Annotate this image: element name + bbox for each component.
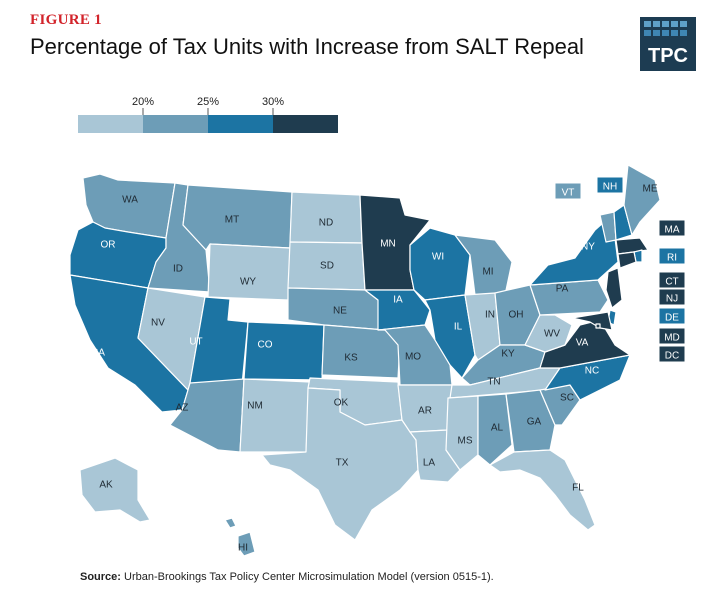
state-label-mi: MI — [482, 267, 493, 278]
state-label-ms: MS — [458, 436, 473, 447]
state-ms — [445, 395, 479, 471]
state-ak — [79, 457, 151, 523]
callout-box-nh — [596, 176, 624, 194]
state-hi — [224, 517, 256, 557]
state-nm — [239, 378, 311, 453]
state-label-wa: WA — [122, 195, 138, 206]
state-label-tn: TN — [487, 377, 500, 388]
state-label-de: DE — [665, 313, 679, 324]
state-wy — [207, 243, 291, 301]
state-label-ca: CA — [91, 348, 105, 359]
state-label-mn: MN — [380, 239, 396, 250]
callout-box-dc — [658, 345, 686, 363]
state-label-la: LA — [423, 458, 436, 469]
state-label-sd: SD — [320, 261, 334, 272]
state-ga — [505, 389, 556, 453]
state-pa — [529, 279, 609, 316]
state-label-il: IL — [454, 322, 463, 333]
state-label-mo: MO — [405, 352, 421, 363]
state-label-nj: NJ — [666, 294, 678, 305]
state-label-ny: NY — [581, 242, 595, 253]
callout-box-nj — [658, 288, 686, 306]
legend-label-0: 20% — [132, 96, 154, 108]
logo-text: TPC — [648, 45, 688, 67]
state-label-mt: MT — [225, 215, 239, 226]
state-fl — [489, 449, 596, 531]
state-md — [571, 311, 613, 331]
legend-label-1: 25% — [197, 96, 219, 108]
callout-box-ma — [658, 219, 686, 237]
state-label-or: OR — [101, 240, 116, 251]
callout-box-ct — [658, 271, 686, 289]
state-al — [477, 393, 513, 466]
state-label-nm: NM — [247, 401, 263, 412]
figure-label: FIGURE 1 — [30, 12, 102, 28]
callout-box-vt — [554, 182, 582, 200]
state-label-in: IN — [485, 310, 495, 321]
state-me — [623, 164, 661, 236]
tpc-logo: TPC — [640, 17, 696, 71]
logo-grid-icon — [644, 21, 687, 36]
state-label-co: CO — [258, 340, 273, 351]
state-label-ne: NE — [333, 306, 347, 317]
state-label-md: MD — [664, 333, 680, 344]
state-label-wi: WI — [432, 252, 444, 263]
state-label-ar: AR — [418, 406, 432, 417]
legend-swatch-2 — [208, 115, 273, 133]
state-label-nd: ND — [319, 218, 333, 229]
state-dc — [595, 323, 601, 329]
state-ma — [615, 237, 649, 255]
state-label-tx: TX — [336, 458, 349, 469]
legend-swatch-1 — [143, 115, 208, 133]
state-label-ga: GA — [527, 417, 542, 428]
state-label-wy: WY — [240, 277, 256, 288]
state-label-oh: OH — [509, 310, 524, 321]
state-label-va: VA — [576, 338, 589, 349]
source-text: Urban-Brookings Tax Policy Center Micros… — [124, 571, 494, 583]
state-tx — [261, 387, 419, 541]
state-label-me: ME — [643, 184, 658, 195]
source-label: Source: — [80, 571, 121, 583]
legend: 20% 25% 30% — [78, 96, 338, 133]
state-co — [243, 321, 325, 381]
figure-title: Percentage of Tax Units with Increase fr… — [30, 34, 584, 59]
state-label-fl: FL — [572, 483, 584, 494]
callout-box-ri — [658, 247, 686, 265]
state-label-ut: UT — [189, 337, 202, 348]
state-label-vt: VT — [562, 188, 575, 199]
state-label-nv: NV — [151, 318, 165, 329]
state-label-ks: KS — [344, 353, 358, 364]
legend-swatch-3 — [273, 115, 338, 133]
state-label-al: AL — [491, 423, 504, 434]
state-label-ct: CT — [665, 277, 678, 288]
state-label-pa: PA — [556, 284, 569, 295]
legend-swatch-0 — [78, 115, 143, 133]
source-note: Source: Urban-Brookings Tax Policy Cente… — [80, 571, 494, 583]
state-label-ma: MA — [665, 225, 680, 236]
state-label-wv: WV — [544, 329, 560, 340]
state-nj — [605, 267, 623, 309]
state-label-sc: SC — [560, 393, 574, 404]
callout-box-md — [658, 327, 686, 345]
state-label-ia: IA — [393, 295, 403, 306]
state-label-dc: DC — [665, 351, 679, 362]
state-label-ok: OK — [334, 398, 349, 409]
state-label-nc: NC — [585, 366, 599, 377]
state-label-ak: AK — [99, 480, 113, 491]
callout-box-de — [658, 307, 686, 325]
state-label-nh: NH — [603, 182, 617, 193]
state-label-ri: RI — [667, 253, 677, 264]
state-label-id: ID — [173, 264, 183, 275]
state-label-az: AZ — [176, 403, 189, 414]
state-label-hi: HI — [238, 543, 248, 554]
state-ct — [617, 251, 637, 269]
legend-label-2: 30% — [262, 96, 284, 108]
state-label-ky: KY — [501, 349, 515, 360]
state-id — [147, 182, 211, 293]
